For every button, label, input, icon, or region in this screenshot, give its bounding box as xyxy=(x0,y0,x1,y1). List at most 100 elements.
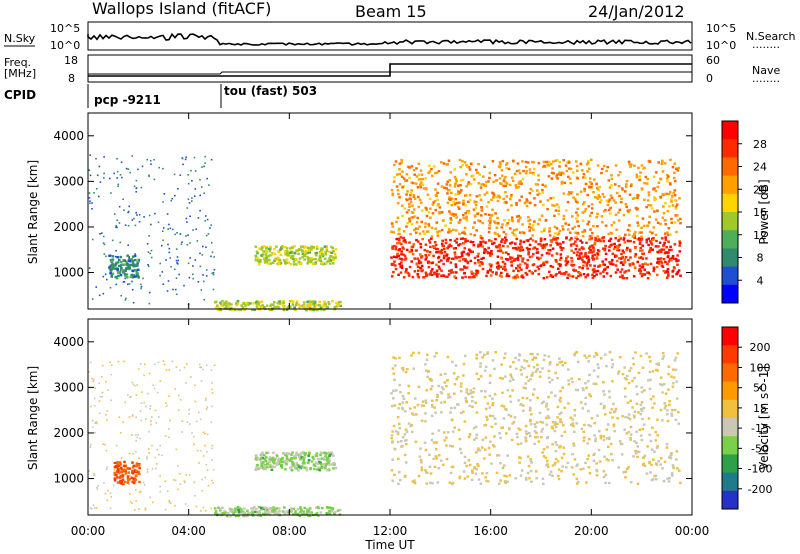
data-cell xyxy=(666,180,669,183)
data-cell xyxy=(570,249,573,252)
data-cell xyxy=(556,237,559,240)
data-cell xyxy=(455,377,458,381)
data-cell xyxy=(476,270,480,273)
data-cell xyxy=(566,276,569,279)
data-cell xyxy=(414,182,418,185)
data-cell xyxy=(652,458,655,461)
data-cell xyxy=(671,204,675,207)
data-cell xyxy=(186,207,189,209)
data-cell xyxy=(580,241,584,244)
data-cell xyxy=(102,235,105,238)
data-cell xyxy=(106,278,108,281)
data-cell xyxy=(406,198,409,202)
data-cell xyxy=(622,251,625,254)
data-cell xyxy=(262,257,266,261)
data-cell xyxy=(135,187,138,190)
data-cell xyxy=(671,382,675,385)
data-cell xyxy=(398,356,401,360)
data-cell xyxy=(557,477,561,481)
colorbar-frame xyxy=(721,326,739,510)
data-cell xyxy=(435,269,439,272)
data-cell xyxy=(299,248,302,251)
data-cell xyxy=(588,354,591,358)
data-cell xyxy=(308,307,312,310)
data-cell xyxy=(169,227,172,230)
data-cell xyxy=(517,358,521,362)
data-cell xyxy=(295,301,299,305)
data-cell xyxy=(410,189,413,192)
data-cell xyxy=(553,461,557,465)
data-cell xyxy=(605,199,609,202)
data-cell xyxy=(599,402,603,405)
data-cell xyxy=(109,361,111,364)
data-cell xyxy=(671,195,674,198)
data-cell xyxy=(116,158,118,160)
data-cell xyxy=(278,507,281,510)
data-cell xyxy=(300,451,304,455)
data-cell xyxy=(256,251,259,255)
data-cell xyxy=(670,375,673,378)
data-cell xyxy=(102,275,105,278)
data-cell xyxy=(166,213,169,215)
data-cell xyxy=(404,257,408,260)
data-cell xyxy=(648,250,651,253)
y-tick-label: 2000 xyxy=(53,220,84,234)
data-cell xyxy=(291,460,294,464)
data-cell xyxy=(584,252,587,255)
data-cell xyxy=(179,174,182,176)
data-cell xyxy=(556,460,560,463)
data-cell xyxy=(107,389,109,392)
data-cell xyxy=(446,259,450,263)
data-cell xyxy=(588,238,591,241)
data-cell xyxy=(281,456,284,460)
data-cell xyxy=(202,455,205,457)
data-cell xyxy=(474,472,478,475)
data-cell xyxy=(657,251,660,254)
data-cell xyxy=(436,393,439,397)
data-cell xyxy=(527,251,530,254)
data-cell xyxy=(291,451,294,454)
data-cell xyxy=(290,299,293,303)
data-cell xyxy=(151,468,154,470)
data-cell xyxy=(472,427,476,430)
nsky-frame xyxy=(87,21,693,51)
data-cell xyxy=(390,404,394,408)
data-cell xyxy=(425,256,428,259)
data-cell xyxy=(402,276,406,279)
data-cell xyxy=(533,197,536,200)
data-cell xyxy=(300,509,303,512)
data-cell xyxy=(490,462,493,465)
data-cell xyxy=(667,227,671,230)
data-cell xyxy=(267,254,270,258)
data-cell xyxy=(469,233,473,236)
data-cell xyxy=(139,437,141,440)
data-cell xyxy=(204,476,206,479)
data-cell xyxy=(558,161,562,164)
data-cell xyxy=(562,217,566,221)
data-cell xyxy=(324,250,328,254)
data-cell xyxy=(542,243,546,247)
data-region-4 xyxy=(390,350,682,486)
data-cell xyxy=(150,423,152,426)
data-cell xyxy=(260,506,263,509)
data-cell xyxy=(436,182,440,185)
data-cell xyxy=(608,249,611,252)
data-cell xyxy=(408,265,412,269)
data-cell xyxy=(487,180,490,183)
data-cell xyxy=(268,456,272,459)
data-cell xyxy=(142,277,144,280)
data-cell xyxy=(129,171,131,174)
data-cell xyxy=(435,457,438,460)
data-cell xyxy=(397,239,401,242)
data-cell xyxy=(553,429,557,433)
data-cell xyxy=(449,212,452,215)
data-cell xyxy=(621,249,625,252)
data-cell xyxy=(463,226,467,230)
data-cell xyxy=(550,425,554,428)
data-cell xyxy=(169,502,172,504)
data-cell xyxy=(675,259,678,263)
data-cell xyxy=(661,237,664,240)
data-cell xyxy=(315,506,318,509)
data-cell xyxy=(663,232,667,235)
data-cell xyxy=(280,466,284,469)
